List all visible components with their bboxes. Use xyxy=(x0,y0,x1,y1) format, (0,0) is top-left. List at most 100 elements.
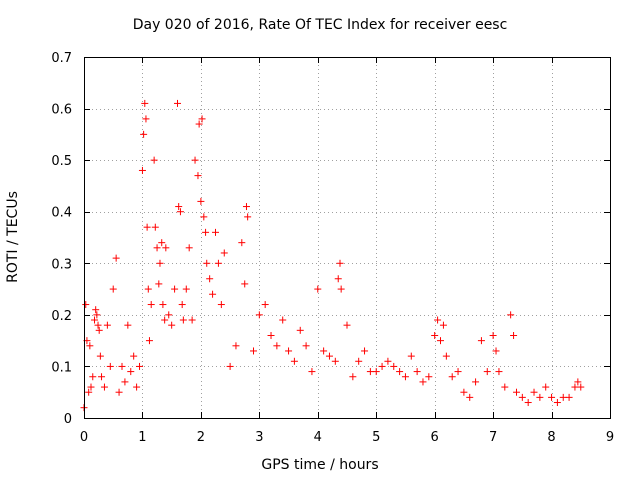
x-tick-label: 0 xyxy=(80,430,88,445)
data-point xyxy=(244,213,252,221)
x-tick-label: 3 xyxy=(255,430,263,445)
data-point xyxy=(302,342,310,350)
data-point xyxy=(100,383,108,391)
y-tick-label: 0.1 xyxy=(51,360,72,375)
data-point xyxy=(151,223,159,231)
data-point xyxy=(150,156,158,164)
x-tick-label: 2 xyxy=(197,430,205,445)
data-point xyxy=(161,316,169,324)
data-point xyxy=(553,399,561,407)
y-tick-label: 0.3 xyxy=(51,257,72,272)
data-point xyxy=(145,337,153,345)
data-point xyxy=(296,326,304,334)
data-point xyxy=(179,316,187,324)
axis-ticks: 0 1 2 3 4 5 6 7 8 9 0 0.1 0.2 0.3 0.4 0.5 0.6 0.7 xyxy=(51,51,614,445)
data-point xyxy=(103,321,111,329)
data-point xyxy=(197,197,205,205)
data-point xyxy=(320,347,328,355)
chart-title: Day 020 of 2016, Rate Of TEC Index for r… xyxy=(132,17,508,33)
data-point xyxy=(232,342,240,350)
data-point xyxy=(94,321,102,329)
data-point xyxy=(86,342,94,350)
data-point xyxy=(91,316,99,324)
data-point xyxy=(138,166,146,174)
data-point xyxy=(127,368,135,376)
plot-frame xyxy=(84,57,611,419)
data-point xyxy=(501,383,509,391)
data-point xyxy=(85,388,93,396)
data-point xyxy=(355,357,363,365)
data-point xyxy=(460,388,468,396)
data-point xyxy=(425,373,433,381)
data-point xyxy=(206,275,214,283)
data-point xyxy=(115,388,123,396)
data-point xyxy=(87,383,95,391)
data-point xyxy=(92,306,100,314)
data-point xyxy=(176,208,184,216)
data-point xyxy=(175,203,183,211)
data-point xyxy=(577,383,585,391)
data-point xyxy=(442,352,450,360)
data-point xyxy=(489,331,497,339)
data-point xyxy=(308,368,316,376)
data-point xyxy=(407,352,415,360)
data-point xyxy=(142,115,150,123)
data-point xyxy=(159,301,167,309)
data-point xyxy=(241,280,249,288)
data-point xyxy=(96,352,104,360)
data-point xyxy=(109,285,117,293)
data-point xyxy=(194,172,202,180)
y-tick-label: 0.6 xyxy=(51,103,72,118)
data-point xyxy=(188,316,196,324)
data-point xyxy=(242,203,250,211)
data-point xyxy=(89,373,97,381)
data-point xyxy=(396,368,404,376)
data-point xyxy=(255,311,263,319)
data-point xyxy=(454,368,462,376)
data-point xyxy=(337,285,345,293)
data-point xyxy=(439,321,447,329)
data-point xyxy=(273,342,281,350)
data-point xyxy=(168,321,176,329)
data-point xyxy=(524,399,532,407)
x-tick-label: 1 xyxy=(138,430,146,445)
data-point xyxy=(334,275,342,283)
data-point xyxy=(249,347,257,355)
y-tick-label: 0.2 xyxy=(51,309,72,324)
data-point xyxy=(191,156,199,164)
data-point xyxy=(174,99,182,107)
y-tick-label: 0.7 xyxy=(51,51,72,66)
data-point xyxy=(106,362,114,370)
data-point xyxy=(510,331,518,339)
data-point xyxy=(112,254,120,262)
y-tick-label: 0.4 xyxy=(51,206,72,221)
data-point xyxy=(198,115,206,123)
data-point xyxy=(366,368,374,376)
data-point xyxy=(226,362,234,370)
data-point xyxy=(144,285,152,293)
data-point xyxy=(542,383,550,391)
data-point xyxy=(331,357,339,365)
data-point xyxy=(220,249,228,257)
data-point xyxy=(82,301,90,309)
data-point xyxy=(95,326,103,334)
data-point xyxy=(136,362,144,370)
data-point xyxy=(133,383,141,391)
data-point xyxy=(384,357,392,365)
data-point xyxy=(512,388,520,396)
data-point xyxy=(477,337,485,345)
data-point xyxy=(361,347,369,355)
data-point xyxy=(158,239,166,247)
gridlines xyxy=(84,57,610,418)
data-point xyxy=(571,383,579,391)
data-point xyxy=(518,393,526,401)
data-point xyxy=(140,130,148,138)
y-tick-label: 0.5 xyxy=(51,154,72,169)
data-point xyxy=(195,120,203,128)
data-point xyxy=(349,373,357,381)
data-point xyxy=(548,393,556,401)
data-point xyxy=(118,362,126,370)
data-point xyxy=(121,378,129,386)
data-point xyxy=(212,228,219,236)
